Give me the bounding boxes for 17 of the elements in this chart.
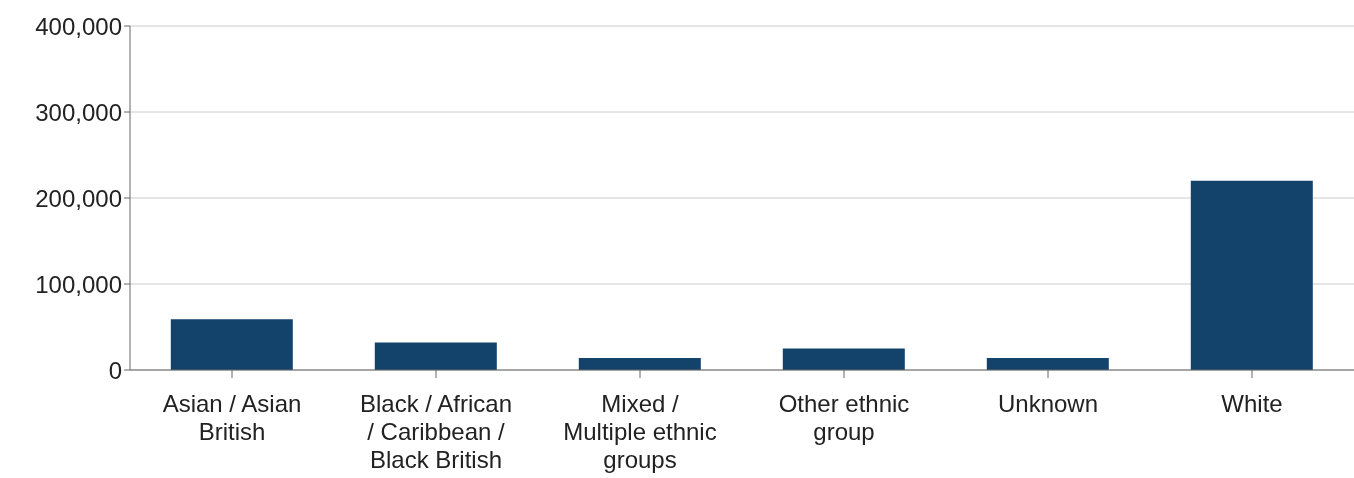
x-tick-label: Black / African / Caribbean / Black British: [359, 390, 513, 473]
bar: [374, 342, 497, 370]
bar: [782, 348, 905, 370]
x-tick-label: Unknown: [997, 390, 1099, 417]
y-tick-label: 300,000: [35, 98, 122, 126]
x-tick-label: Mixed / Multiple ethnic groups: [563, 390, 717, 473]
y-tick-label: 0: [108, 356, 122, 384]
bar: [578, 357, 701, 370]
x-tick-label: Other ethnic group: [778, 390, 910, 445]
x-tick-label: White: [1221, 390, 1283, 417]
bar: [170, 319, 293, 370]
y-tick-label: 100,000: [35, 270, 122, 298]
x-tick-label: Asian / Asian British: [162, 390, 302, 445]
y-tick-label: 400,000: [35, 12, 122, 40]
bar: [986, 357, 1109, 370]
bar: [1190, 180, 1313, 370]
y-tick-label: 200,000: [35, 184, 122, 212]
